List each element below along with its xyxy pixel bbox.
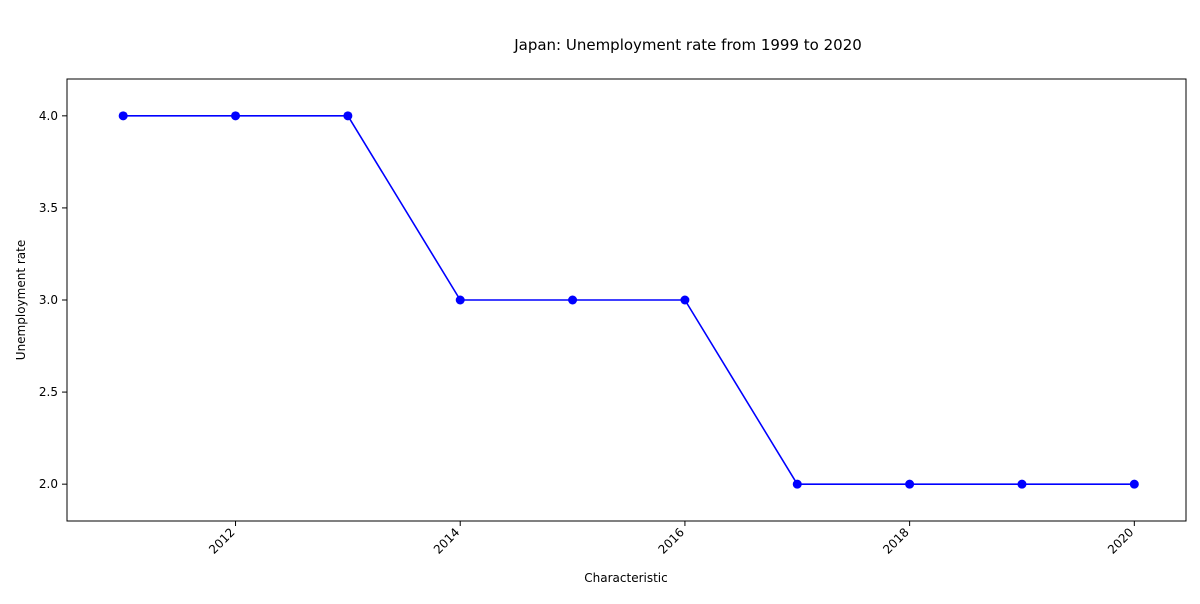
y-tick-label: 3.0 (39, 293, 58, 307)
y-tick-label: 2.0 (39, 477, 58, 491)
data-point (455, 295, 465, 305)
y-tick-label: 4.0 (39, 109, 58, 123)
chart-title: Japan: Unemployment rate from 1999 to 20… (513, 36, 862, 54)
data-point (905, 479, 915, 489)
y-tick-label: 2.5 (39, 385, 58, 399)
x-axis-label: Characteristic (584, 571, 667, 585)
data-point (1017, 479, 1027, 489)
y-tick-label: 3.5 (39, 201, 58, 215)
y-axis-label: Unemployment rate (14, 240, 28, 360)
data-point (231, 111, 241, 121)
data-point (680, 295, 690, 305)
data-point (118, 111, 128, 121)
data-point (792, 479, 802, 489)
data-point (1129, 479, 1139, 489)
series-line (123, 115, 1135, 485)
data-point (568, 295, 578, 305)
data-point (343, 111, 353, 121)
